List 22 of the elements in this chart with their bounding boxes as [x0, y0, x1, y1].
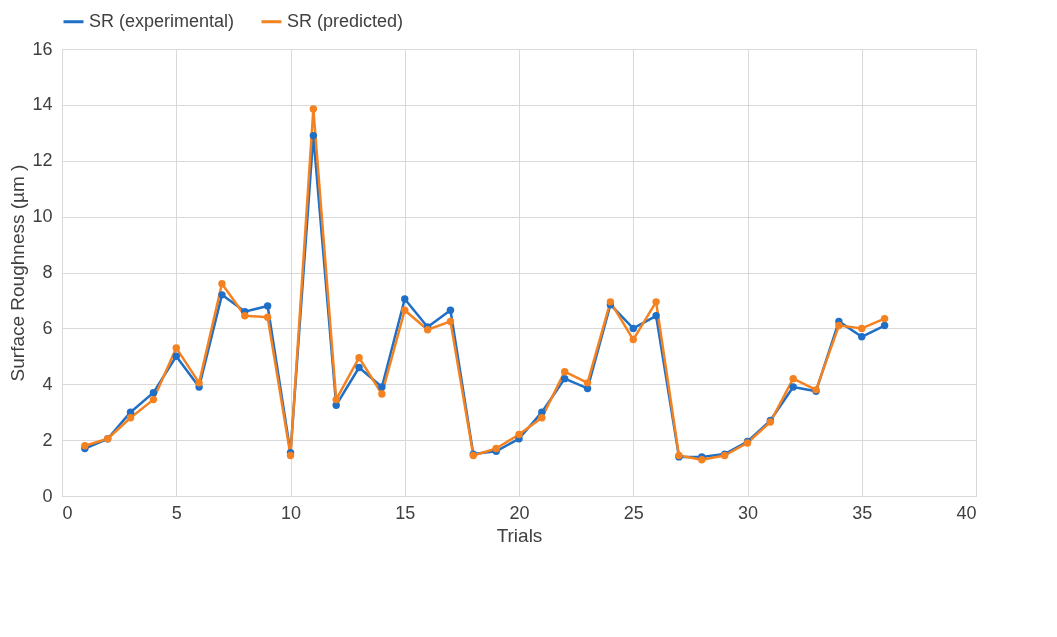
y-tick-label: 16 [32, 38, 53, 59]
x-tick-label: 20 [509, 502, 530, 523]
y-tick-label: 0 [42, 485, 53, 506]
x-tick-label: 15 [395, 502, 416, 523]
y-tick-label: 12 [32, 150, 53, 171]
y-tick-label: 8 [42, 262, 53, 282]
x-tick-label: 10 [280, 502, 302, 523]
x-tick-label: 40 [956, 502, 977, 523]
x-tick-label: 5 [171, 502, 182, 523]
y-tick-label: 6 [42, 317, 53, 338]
x-tick-label: 30 [737, 502, 759, 523]
legend-label: SR (predicted) [287, 10, 404, 31]
x-tick-label: 35 [852, 502, 873, 523]
y-axis-title: Surface Roughness (µm ) [7, 164, 29, 382]
x-tick-label: 0 [62, 502, 73, 523]
y-tick-label: 14 [32, 94, 53, 115]
x-axis-title: Trials [496, 524, 543, 546]
y-tick-label: 10 [32, 206, 53, 227]
y-tick-label: 4 [42, 373, 53, 394]
legend-label: SR (experimental) [89, 10, 235, 31]
y-tick-label: 2 [42, 429, 53, 450]
x-tick-label: 25 [623, 502, 644, 523]
